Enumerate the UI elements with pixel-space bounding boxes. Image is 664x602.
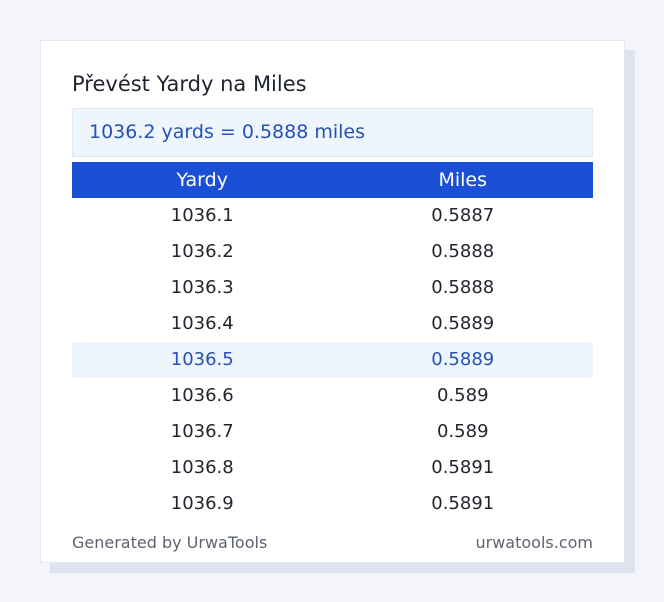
table-row: 1036.9 0.5891 bbox=[72, 486, 593, 522]
cell-miles: 0.5889 bbox=[431, 313, 495, 334]
column-header-miles: Miles bbox=[438, 169, 488, 191]
cell-yards: 1036.2 bbox=[170, 241, 234, 262]
cell-yards: 1036.9 bbox=[170, 493, 234, 514]
cell-miles: 0.5889 bbox=[431, 349, 495, 370]
generated-by-text: Generated by UrwaTools bbox=[72, 533, 268, 552]
cell-yards: 1036.5 bbox=[170, 349, 234, 370]
table-row: 1036.3 0.5888 bbox=[72, 270, 593, 306]
table-row: 1036.6 0.589 bbox=[72, 378, 593, 414]
table-header: Yardy Miles bbox=[72, 162, 593, 198]
table-row: 1036.1 0.5887 bbox=[72, 198, 593, 234]
table-row: 1036.8 0.5891 bbox=[72, 450, 593, 486]
cell-yards: 1036.4 bbox=[170, 313, 234, 334]
cell-miles: 0.5891 bbox=[431, 457, 495, 478]
cell-miles: 0.589 bbox=[436, 385, 489, 406]
converter-card: Převést Yardy na Miles 1036.2 yards = 0.… bbox=[40, 40, 625, 563]
cell-yards: 1036.6 bbox=[170, 385, 234, 406]
conversion-table: Yardy Miles 1036.1 0.5887 1036.2 0.5888 … bbox=[72, 162, 593, 522]
table-row: 1036.4 0.5889 bbox=[72, 306, 593, 342]
cell-yards: 1036.8 bbox=[170, 457, 234, 478]
cell-miles: 0.5887 bbox=[431, 205, 495, 226]
result-text: 1036.2 yards = 0.5888 miles bbox=[89, 121, 366, 143]
card-title: Převést Yardy na Miles bbox=[72, 72, 307, 96]
column-header-yards: Yardy bbox=[176, 169, 228, 191]
cell-miles: 0.589 bbox=[436, 421, 489, 442]
result-box: 1036.2 yards = 0.5888 miles bbox=[72, 108, 593, 157]
cell-miles: 0.5891 bbox=[431, 493, 495, 514]
cell-yards: 1036.7 bbox=[170, 421, 234, 442]
cell-miles: 0.5888 bbox=[431, 241, 495, 262]
table-row: 1036.2 0.5888 bbox=[72, 234, 593, 270]
cell-yards: 1036.1 bbox=[170, 205, 234, 226]
cell-yards: 1036.3 bbox=[170, 277, 234, 298]
cell-miles: 0.5888 bbox=[431, 277, 495, 298]
site-link[interactable]: urwatools.com bbox=[475, 533, 594, 552]
table-row: 1036.7 0.589 bbox=[72, 414, 593, 450]
table-row-highlighted: 1036.5 0.5889 bbox=[72, 342, 593, 378]
